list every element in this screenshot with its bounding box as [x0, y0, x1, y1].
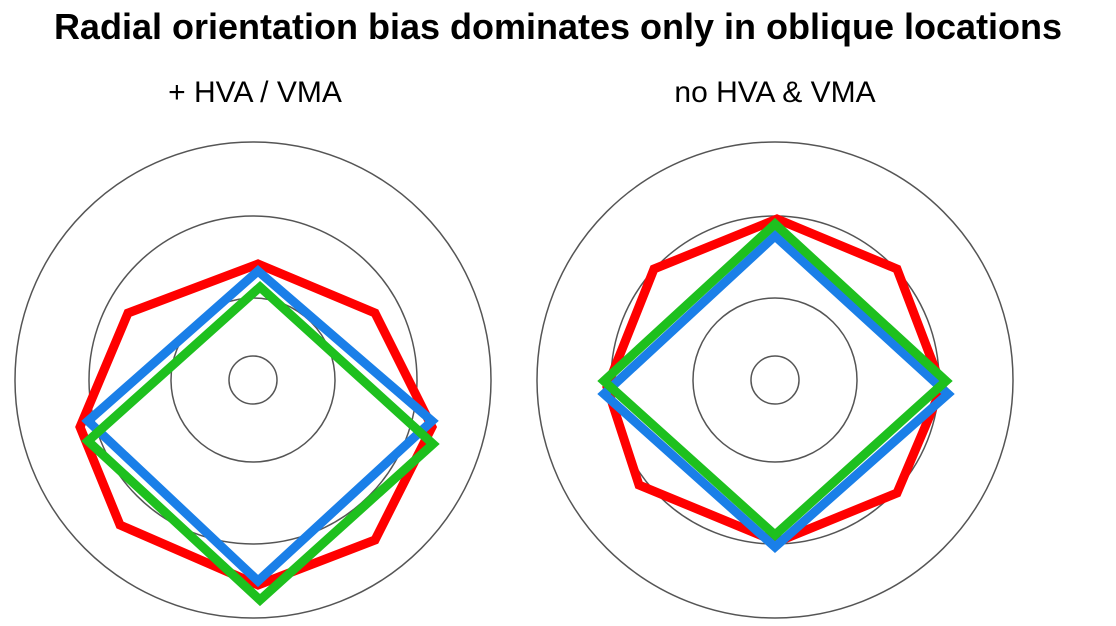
figure-title: Radial orientation bias dominates only i…: [53, 6, 1063, 47]
right-ring-inner: [750, 355, 800, 405]
left-ring-inner: [228, 355, 278, 405]
right-panel: [536, 141, 1014, 619]
right-ring-outer: [536, 141, 1014, 619]
left-ring-outer: [14, 141, 492, 619]
panel-title-left: + HVA / VMA: [168, 76, 342, 109]
right-ring-middle: [692, 297, 858, 463]
panel-title-right: no HVA & VMA: [674, 76, 876, 109]
left-green-diamond: [81, 280, 440, 607]
left-blue-diamond: [81, 265, 439, 588]
left-red-octagon: [75, 259, 438, 590]
right-red-octagon: [602, 214, 947, 547]
right-blue-diamond: [597, 229, 955, 554]
left-panel: [14, 141, 492, 619]
left-ring-large: [88, 215, 418, 545]
right-green-diamond: [597, 217, 953, 542]
left-rings: [14, 141, 492, 619]
